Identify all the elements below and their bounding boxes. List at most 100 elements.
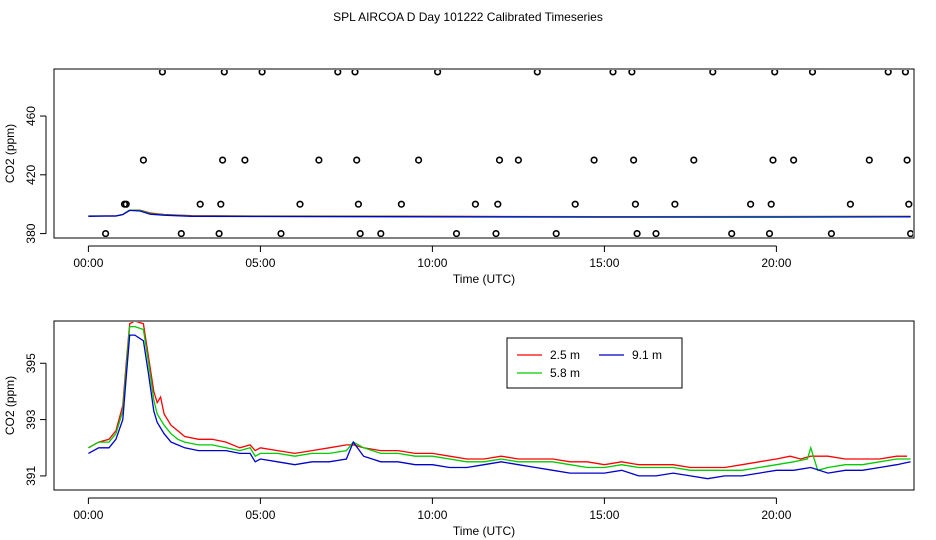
scatter-point — [217, 200, 225, 208]
scatter-point — [552, 230, 560, 237]
scatter-point — [765, 230, 774, 237]
y-axis-label: CO2 (ppm) — [3, 124, 17, 183]
x-tick-label: 15:00 — [589, 508, 619, 522]
x-axis: 00:00 05:00 10:00 15:00 20:00 Time (UTC) — [73, 497, 792, 538]
scatter-point — [434, 70, 442, 76]
scatter-point — [241, 156, 249, 164]
scatter-point — [334, 70, 342, 76]
legend-label: 2.5 m — [550, 348, 580, 362]
scatter-point — [215, 230, 223, 237]
scatter-point — [709, 70, 717, 76]
scatter-point — [629, 156, 638, 164]
scatter-point — [397, 200, 406, 208]
scatter-point — [884, 70, 892, 76]
top-panel-scatter: 00:00 05:00 10:00 15:00 20:00 Time (UTC) 380 42… — [3, 68, 915, 286]
scatter-point — [628, 70, 636, 76]
x-axis: 00:00 05:00 10:00 15:00 20:00 Time (UTC) — [73, 245, 792, 286]
scatter-point — [901, 70, 909, 76]
y-axis: 391 393 395 CO2 (ppm) — [3, 353, 47, 486]
scatter-point — [865, 156, 873, 164]
x-tick-label: 05:00 — [245, 256, 275, 270]
scatter-point — [769, 156, 777, 164]
legend-label: 9.1 m — [632, 348, 662, 362]
y-tick-label: 395 — [24, 353, 38, 373]
scatter-point — [767, 200, 775, 208]
scatter-point — [903, 156, 911, 164]
scatter-point — [771, 70, 779, 76]
y-tick-label: 420 — [24, 164, 38, 184]
y-tick-label: 460 — [24, 106, 38, 126]
plot-frame — [53, 68, 915, 239]
scatter-point — [494, 200, 502, 208]
scatter-point — [533, 70, 541, 76]
series-line-5-8-m — [88, 325, 911, 472]
scatter-point — [631, 200, 640, 208]
scatter-point — [690, 156, 698, 164]
scatter-point — [353, 156, 361, 164]
y-axis-label: CO2 (ppm) — [3, 376, 17, 435]
scatter-point — [139, 156, 147, 164]
scatter-point — [122, 200, 130, 208]
scatter-point — [652, 230, 660, 237]
scatter-point — [177, 230, 185, 237]
scatter-point — [277, 230, 285, 237]
y-axis: 380 420 460 CO2 (ppm) — [3, 106, 47, 244]
scatter-point — [102, 230, 110, 237]
scatter-point — [609, 70, 617, 76]
scatter-point — [219, 156, 227, 164]
scatter-point — [571, 200, 579, 208]
x-tick-label: 00:00 — [73, 508, 103, 522]
x-axis-label: Time (UTC) — [453, 524, 515, 538]
scatter-point — [514, 156, 523, 164]
legend: 2.5 m 9.1 m 5.8 m — [506, 337, 683, 389]
scatter-point — [495, 156, 504, 164]
scatter-point — [746, 200, 755, 208]
x-tick-label: 10:00 — [417, 256, 447, 270]
plot-frame — [53, 320, 915, 491]
scatter-point — [315, 156, 323, 164]
figure-title: SPL AIRCOA D Day 101222 Calibrated Times… — [333, 10, 603, 24]
series-line-9-1-m — [88, 209, 911, 218]
scatter-point — [452, 230, 461, 237]
x-tick-label: 20:00 — [761, 256, 791, 270]
y-tick-label: 380 — [24, 223, 38, 243]
x-tick-label: 20:00 — [761, 508, 791, 522]
scatter-point — [808, 70, 817, 76]
series-line-9-1-m — [88, 334, 911, 480]
scatter-point — [296, 200, 304, 208]
scatter-point — [789, 156, 798, 164]
scatter-point — [258, 70, 266, 76]
scatter-point — [351, 70, 359, 76]
y-tick-label: 391 — [24, 466, 38, 486]
x-tick-label: 10:00 — [417, 508, 447, 522]
plot-area — [88, 322, 911, 480]
scatter-point — [220, 70, 228, 76]
scatter-point — [158, 70, 166, 76]
scatter-point — [415, 156, 423, 164]
scatter-point — [728, 230, 736, 237]
scatter-point — [905, 200, 913, 208]
scatter-point — [377, 230, 385, 237]
x-tick-label: 05:00 — [245, 508, 275, 522]
scatter-point — [671, 200, 679, 208]
x-axis-label: Time (UTC) — [453, 272, 515, 286]
scatter-point — [354, 200, 363, 208]
scatter-point — [196, 200, 204, 208]
x-tick-label: 15:00 — [589, 256, 619, 270]
scatter-point — [492, 230, 500, 237]
legend-label: 5.8 m — [550, 366, 580, 380]
plot-area — [88, 70, 913, 237]
scatter-point — [633, 230, 641, 237]
scatter-point — [356, 230, 364, 237]
legend-box — [506, 337, 683, 389]
scatter-point — [827, 230, 835, 237]
scatter-point — [846, 200, 855, 208]
scatter-point — [907, 230, 913, 237]
x-tick-label: 00:00 — [73, 256, 103, 270]
scatter-point — [471, 200, 480, 208]
y-tick-label: 393 — [24, 409, 38, 429]
scatter-point — [590, 156, 598, 164]
series-line-2-5-m — [88, 322, 908, 469]
